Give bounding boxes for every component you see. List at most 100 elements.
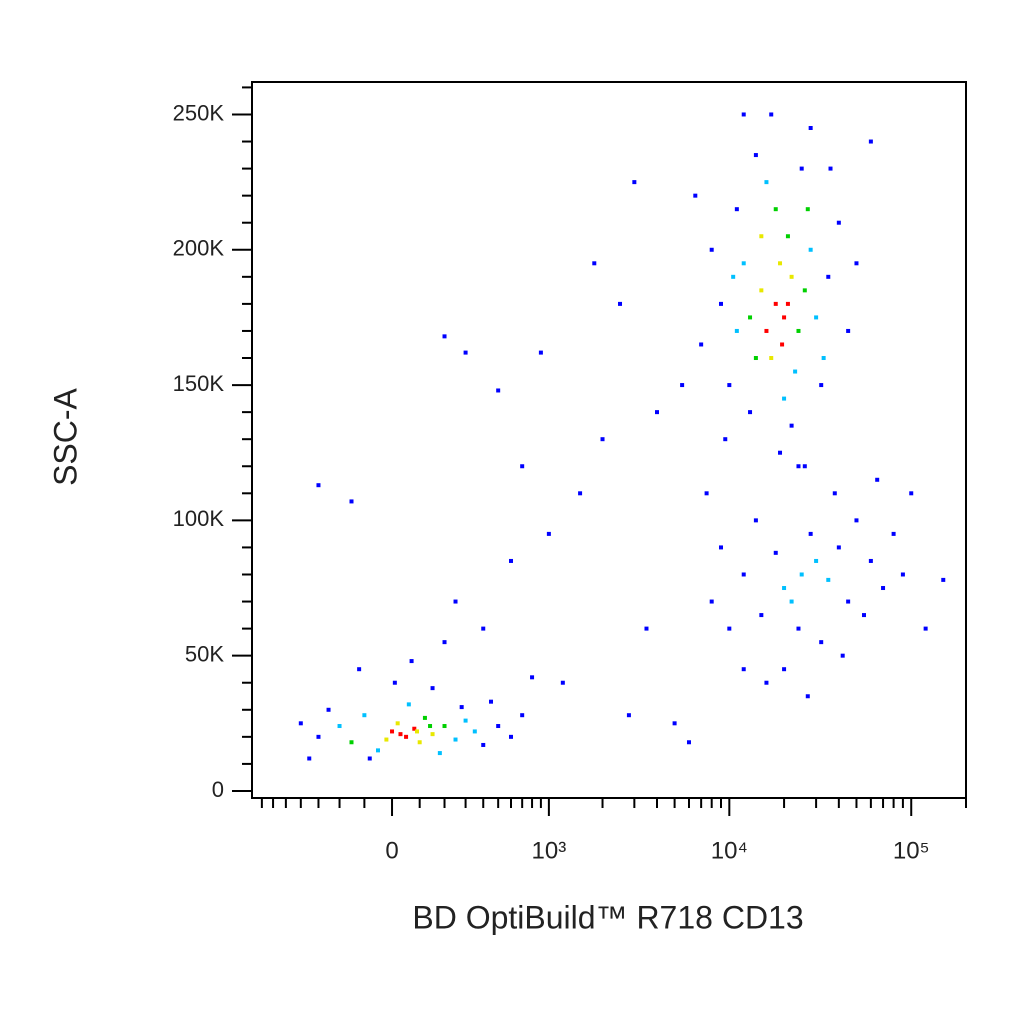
point bbox=[326, 707, 331, 712]
point bbox=[337, 724, 342, 729]
point bbox=[349, 740, 354, 745]
point bbox=[764, 180, 769, 185]
point bbox=[802, 464, 807, 469]
point bbox=[785, 234, 790, 239]
point bbox=[415, 729, 420, 734]
point bbox=[773, 550, 778, 555]
point bbox=[367, 756, 372, 761]
point bbox=[392, 680, 397, 685]
point bbox=[769, 112, 774, 117]
point bbox=[644, 626, 649, 631]
point bbox=[836, 545, 841, 550]
point bbox=[422, 715, 427, 720]
point bbox=[699, 342, 704, 347]
point bbox=[782, 315, 787, 320]
point bbox=[854, 261, 859, 266]
point bbox=[759, 288, 764, 293]
point bbox=[560, 680, 565, 685]
x-tick-label: 10⁴ bbox=[711, 837, 748, 864]
point bbox=[530, 675, 535, 680]
point bbox=[828, 166, 833, 171]
y-tick-label: 200K bbox=[173, 236, 225, 261]
point bbox=[686, 740, 691, 745]
point bbox=[727, 626, 732, 631]
point bbox=[900, 572, 905, 577]
point bbox=[846, 328, 851, 333]
point bbox=[395, 721, 400, 726]
point bbox=[753, 153, 758, 158]
point bbox=[799, 572, 804, 577]
point bbox=[398, 732, 403, 737]
point bbox=[463, 350, 468, 355]
point bbox=[298, 721, 303, 726]
point bbox=[802, 288, 807, 293]
point bbox=[868, 558, 873, 563]
point bbox=[826, 577, 831, 582]
point bbox=[796, 464, 801, 469]
point bbox=[741, 261, 746, 266]
y-tick-label: 0 bbox=[212, 777, 224, 802]
point bbox=[796, 626, 801, 631]
point bbox=[821, 356, 826, 361]
point bbox=[764, 328, 769, 333]
point bbox=[814, 558, 819, 563]
point bbox=[496, 724, 501, 729]
point bbox=[442, 724, 447, 729]
point bbox=[718, 301, 723, 306]
point bbox=[538, 350, 543, 355]
y-axis-title: SSC-A bbox=[47, 387, 83, 485]
point bbox=[442, 640, 447, 645]
point bbox=[759, 613, 764, 618]
point bbox=[404, 734, 409, 739]
point bbox=[778, 261, 783, 266]
point bbox=[793, 369, 798, 374]
point bbox=[546, 531, 551, 536]
point bbox=[891, 531, 896, 536]
point bbox=[520, 713, 525, 718]
x-axis-title: BD OptiBuild™ R718 CD13 bbox=[412, 899, 803, 935]
point bbox=[481, 742, 486, 747]
point bbox=[375, 748, 380, 753]
point bbox=[741, 667, 746, 672]
point bbox=[409, 659, 414, 664]
point bbox=[453, 599, 458, 604]
point bbox=[709, 247, 714, 252]
point bbox=[826, 274, 831, 279]
point bbox=[808, 247, 813, 252]
point bbox=[785, 301, 790, 306]
point bbox=[753, 356, 758, 361]
point bbox=[442, 334, 447, 339]
point bbox=[731, 274, 736, 279]
point bbox=[819, 640, 824, 645]
point bbox=[693, 193, 698, 198]
point bbox=[357, 667, 362, 672]
point bbox=[741, 572, 746, 577]
point bbox=[459, 705, 464, 710]
x-tick-label: 10⁵ bbox=[893, 837, 930, 864]
point bbox=[430, 686, 435, 691]
point bbox=[741, 112, 746, 117]
point bbox=[727, 383, 732, 388]
point bbox=[734, 207, 739, 212]
point bbox=[481, 626, 486, 631]
y-tick-label: 150K bbox=[173, 371, 225, 396]
point bbox=[780, 342, 785, 347]
point bbox=[316, 483, 321, 488]
point bbox=[773, 301, 778, 306]
point bbox=[808, 531, 813, 536]
point bbox=[861, 613, 866, 618]
point bbox=[875, 477, 880, 482]
point bbox=[618, 301, 623, 306]
point bbox=[390, 729, 395, 734]
point bbox=[412, 726, 417, 731]
point bbox=[832, 491, 837, 496]
point bbox=[799, 166, 804, 171]
point bbox=[923, 626, 928, 631]
point bbox=[463, 718, 468, 723]
point bbox=[808, 126, 813, 131]
point bbox=[632, 180, 637, 185]
point bbox=[805, 207, 810, 212]
point bbox=[437, 751, 442, 756]
point bbox=[759, 234, 764, 239]
point bbox=[748, 315, 753, 320]
